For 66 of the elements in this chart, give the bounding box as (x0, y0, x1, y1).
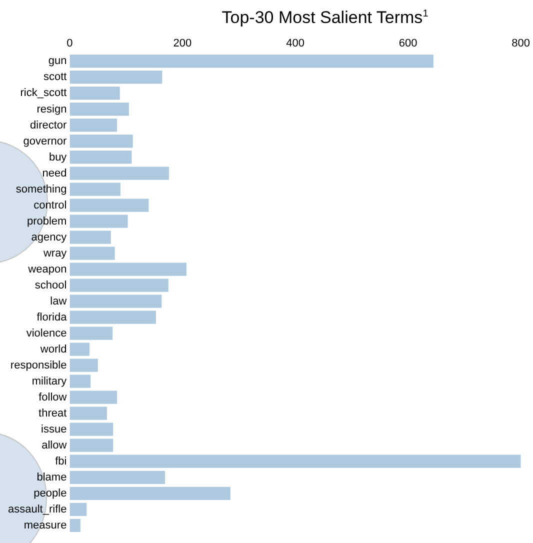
bar (70, 486, 230, 500)
y-tick-label: resign (36, 103, 67, 116)
y-tick-label: school (34, 279, 67, 292)
y-tick-label: threat (38, 407, 67, 420)
y-tick-label: scott (43, 71, 67, 84)
bar (70, 342, 90, 356)
y-tick-label: director (30, 119, 68, 132)
bar (70, 182, 120, 196)
y-tick-label: gun (48, 55, 67, 68)
bar (70, 438, 114, 452)
bar (70, 54, 434, 68)
bar (70, 118, 118, 132)
x-tick-label: 400 (286, 38, 304, 50)
bar (70, 134, 133, 148)
y-tick-label: control (34, 199, 67, 212)
y-tick-label: follow (38, 391, 67, 404)
bar (70, 310, 156, 324)
bar (70, 406, 107, 420)
bar (70, 150, 132, 164)
bar (70, 422, 114, 436)
y-tick-label: wray (42, 247, 68, 260)
bar (70, 198, 149, 212)
y-tick-label: something (16, 183, 67, 196)
bar (70, 86, 120, 100)
y-tick-label: weapon (27, 263, 67, 276)
y-tick-label: world (39, 343, 67, 356)
bar (70, 390, 118, 404)
bar (70, 230, 111, 244)
bar (70, 262, 186, 276)
bar (70, 214, 128, 228)
y-tick-label: need (42, 167, 67, 180)
y-tick-label: rick_scott (20, 87, 67, 100)
bar (70, 246, 115, 260)
y-tick-label: law (50, 295, 67, 308)
bar (70, 70, 162, 84)
y-tick-label: responsible (10, 359, 67, 372)
y-tick-label: people (34, 487, 67, 500)
x-tick-label: 800 (512, 38, 530, 50)
bar (70, 358, 98, 372)
bar (70, 470, 165, 484)
bar (70, 102, 129, 116)
bar (70, 166, 169, 180)
bar (70, 326, 113, 340)
y-tick-label: blame (36, 471, 67, 484)
x-tick-label: 600 (398, 38, 418, 50)
y-tick-label: agency (31, 231, 68, 244)
y-tick-label: allow (42, 439, 67, 452)
bar (70, 278, 168, 292)
y-tick-label: problem (26, 215, 67, 228)
y-tick-label: issue (41, 423, 67, 436)
bar (70, 502, 87, 516)
bar (70, 374, 91, 388)
bar (70, 518, 80, 532)
y-tick-label: violence (26, 327, 67, 340)
y-tick-label: buy (48, 151, 68, 164)
x-tick-label: 0 (66, 38, 73, 50)
y-tick-label: governor (23, 135, 68, 148)
x-tick-label: 200 (173, 38, 192, 50)
chart-title: Top-30 Most Salient Terms$^{1}$ (220, 8, 430, 28)
y-tick-label: military (32, 375, 68, 388)
bar (70, 294, 162, 308)
y-tick-label: assault_rifle (8, 503, 67, 516)
bar (70, 454, 521, 468)
y-tick-label: fbi (55, 455, 67, 468)
y-tick-label: florida (36, 311, 68, 324)
y-tick-label: measure (24, 519, 67, 532)
